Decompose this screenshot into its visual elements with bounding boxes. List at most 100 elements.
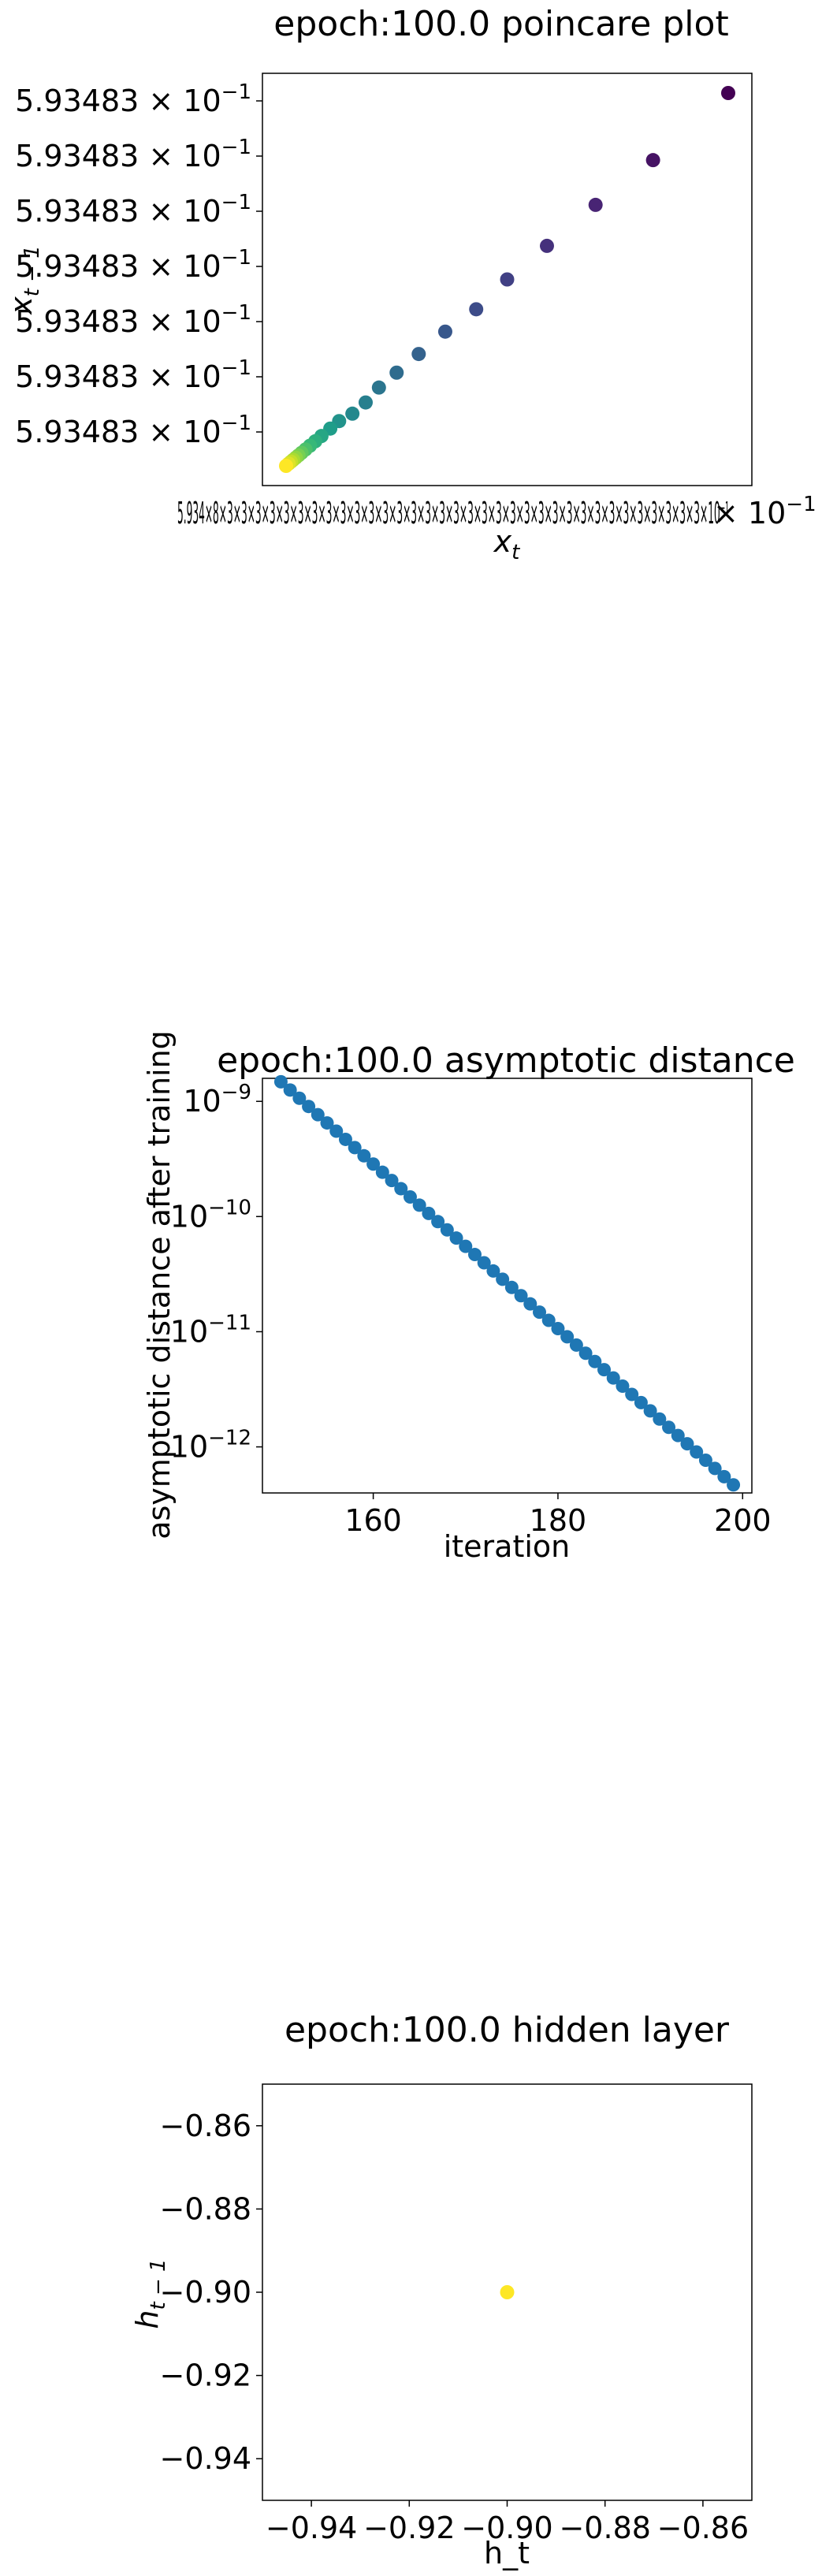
asymptotic-point xyxy=(311,1107,325,1122)
hidden-layer-y-ticklabel: −0.88 xyxy=(160,2191,251,2226)
poincare-x-ticklabel-tail: × 10−1 xyxy=(713,493,816,530)
asymptotic-y-ticklabel: 10−12 xyxy=(170,1427,251,1465)
poincare-axes-frame xyxy=(262,73,753,486)
poincare-title: epoch:100.0 poincare plot xyxy=(273,4,728,44)
poincare-points xyxy=(279,86,735,473)
asymptotic-point xyxy=(273,1074,288,1089)
asymptotic-point xyxy=(523,1297,537,1311)
asymptotic-point xyxy=(394,1182,408,1196)
poincare-y-ticklabel: 5.93483 × 10−1 xyxy=(15,80,251,118)
asymptotic-points xyxy=(273,1074,741,1492)
asymptotic-point xyxy=(375,1165,389,1179)
hidden-layer-x-ticklabel: −0.88 xyxy=(559,2511,650,2545)
asymptotic-point xyxy=(449,1231,463,1245)
hidden-layer-x-ticklabel: −0.94 xyxy=(266,2511,357,2545)
asymptotic-point xyxy=(440,1223,454,1237)
asymptotic-point xyxy=(459,1239,473,1253)
asymptotic-point xyxy=(616,1379,630,1394)
hidden-layer-x-label: h_t xyxy=(484,2536,530,2570)
poincare-point xyxy=(371,380,386,395)
asymptotic-point xyxy=(634,1395,648,1409)
asymptotic-point xyxy=(708,1461,722,1476)
poincare-y-ticklabel: 5.93483 × 10−1 xyxy=(15,356,251,394)
hidden-layer-point xyxy=(500,2285,515,2299)
asymptotic-point xyxy=(606,1371,620,1385)
asymptotic-y-ticklabel: 10−10 xyxy=(170,1196,251,1234)
asymptotic-point xyxy=(588,1354,602,1368)
asymptotic-point xyxy=(302,1100,316,1114)
asymptotic-point xyxy=(717,1469,731,1483)
asymptotic-point xyxy=(403,1189,417,1204)
poincare-point xyxy=(539,238,554,253)
asymptotic-point xyxy=(477,1256,491,1270)
hidden-layer-x-ticklabel: −0.90 xyxy=(461,2511,552,2545)
asymptotic-point xyxy=(357,1148,371,1163)
poincare-x-ticklabels: 5.934×8×3×3×3×3×3×3×3×3×3×3×3×3×3×3×3×3×… xyxy=(177,496,729,530)
asymptotic-point xyxy=(514,1289,528,1303)
asymptotic-point xyxy=(698,1453,712,1467)
asymptotic-point xyxy=(560,1330,575,1344)
asymptotic-y-label: asymptotic distance after training xyxy=(142,1030,177,1539)
hidden-layer-y-ticklabel: −0.92 xyxy=(160,2358,251,2393)
asymptotic-title: epoch:100.0 asymptotic distance xyxy=(217,1040,795,1081)
asymptotic-point xyxy=(385,1174,399,1188)
asymptotic-x-ticks: 160 180 200 xyxy=(344,1493,772,1538)
poincare-y-label: xt − 1 xyxy=(4,245,44,315)
asymptotic-y-ticklabel: 10−11 xyxy=(170,1311,251,1349)
asymptotic-point xyxy=(283,1083,297,1097)
poincare-y-ticklabel: 5.93483 × 10−1 xyxy=(15,246,251,284)
asymptotic-point xyxy=(690,1445,704,1459)
asymptotic-point xyxy=(551,1321,565,1335)
asymptotic-x-ticklabel: 180 xyxy=(530,1503,587,1538)
asymptotic-point xyxy=(533,1305,547,1320)
poincare-point xyxy=(358,395,373,410)
asymptotic-point xyxy=(496,1272,510,1286)
poincare-point xyxy=(345,406,360,421)
asymptotic-x-ticklabel: 200 xyxy=(714,1503,772,1538)
asymptotic-point xyxy=(671,1428,685,1442)
poincare-point xyxy=(437,324,452,339)
asymptotic-point xyxy=(653,1412,667,1426)
hidden-layer-y-ticklabel: −0.90 xyxy=(160,2275,251,2310)
poincare-point xyxy=(588,197,603,212)
poincare-x-label: xt xyxy=(493,524,521,564)
poincare-y-ticklabel: 5.93483 × 10−1 xyxy=(15,136,251,173)
asymptotic-point xyxy=(727,1478,741,1492)
asymptotic-point xyxy=(569,1338,583,1352)
poincare-chart: epoch:100.0 poincare plot 5.93483 × 10−1… xyxy=(4,4,816,564)
asymptotic-point xyxy=(320,1116,334,1130)
asymptotic-y-ticklabel: 10−9 xyxy=(183,1081,251,1119)
hidden-layer-title: epoch:100.0 hidden layer xyxy=(285,2010,730,2050)
asymptotic-axes-frame xyxy=(262,1078,753,1494)
asymptotic-x-ticklabel: 160 xyxy=(344,1503,402,1538)
asymptotic-point xyxy=(431,1215,445,1229)
asymptotic-chart: epoch:100.0 asymptotic distance 160 180 20… xyxy=(142,1030,795,1564)
poincare-y-ticklabel: 5.93483 × 10−1 xyxy=(15,191,251,229)
asymptotic-point xyxy=(643,1404,657,1418)
poincare-point xyxy=(721,86,735,100)
asymptotic-point xyxy=(348,1141,362,1155)
poincare-point xyxy=(469,302,484,317)
hidden-layer-y-label: ht − 1 xyxy=(130,2258,170,2328)
asymptotic-point xyxy=(578,1346,593,1361)
poincare-point xyxy=(500,272,515,287)
poincare-point xyxy=(645,153,660,168)
asymptotic-point xyxy=(662,1420,676,1435)
asymptotic-point xyxy=(467,1248,482,1262)
hidden-layer-y-ticks: −0.86 −0.88 −0.90 −0.92 −0.94 xyxy=(160,2109,262,2476)
asymptotic-point xyxy=(422,1206,436,1220)
asymptotic-point xyxy=(541,1313,556,1327)
asymptotic-point xyxy=(338,1132,352,1146)
asymptotic-point xyxy=(597,1363,612,1377)
hidden-layer-x-ticklabel: −0.86 xyxy=(657,2511,749,2545)
asymptotic-y-ticks: 10−9 10−10 10−11 10−12 xyxy=(170,1081,262,1465)
asymptotic-point xyxy=(625,1387,639,1402)
hidden-layer-y-ticklabel: −0.94 xyxy=(160,2441,251,2476)
hidden-layer-x-ticks: −0.94 −0.92 −0.90 −0.88 −0.86 xyxy=(266,2500,749,2545)
asymptotic-point xyxy=(680,1437,694,1451)
asymptotic-point xyxy=(292,1091,307,1105)
poincare-y-ticklabel: 5.93483 × 10−1 xyxy=(15,411,251,449)
hidden-layer-x-ticklabel: −0.92 xyxy=(363,2511,455,2545)
hidden-layer-points xyxy=(500,2285,515,2299)
